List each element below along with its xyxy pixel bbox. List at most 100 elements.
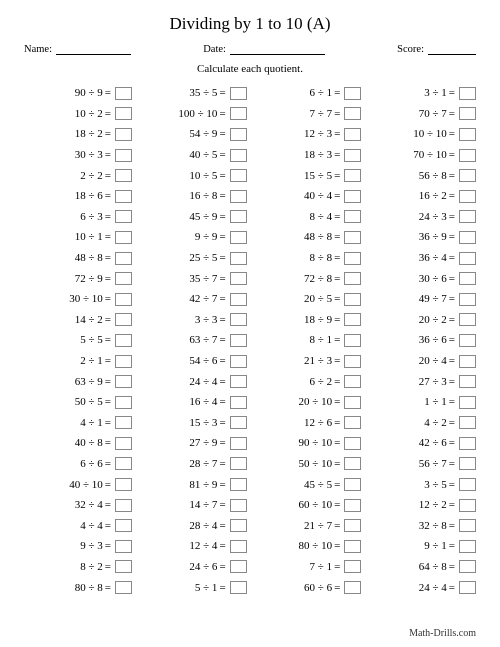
answer-box[interactable] [344, 231, 361, 244]
answer-box[interactable] [230, 190, 247, 203]
answer-box[interactable] [230, 581, 247, 594]
answer-box[interactable] [459, 128, 476, 141]
answer-box[interactable] [230, 87, 247, 100]
answer-box[interactable] [344, 478, 361, 491]
answer-box[interactable] [459, 416, 476, 429]
answer-box[interactable] [344, 293, 361, 306]
answer-box[interactable] [344, 210, 361, 223]
answer-box[interactable] [459, 375, 476, 388]
answer-box[interactable] [344, 560, 361, 573]
answer-box[interactable] [344, 128, 361, 141]
answer-box[interactable] [115, 355, 132, 368]
answer-box[interactable] [459, 231, 476, 244]
answer-box[interactable] [115, 252, 132, 265]
answer-box[interactable] [344, 87, 361, 100]
answer-box[interactable] [115, 128, 132, 141]
name-line[interactable] [56, 44, 131, 55]
answer-box[interactable] [344, 499, 361, 512]
answer-box[interactable] [230, 107, 247, 120]
answer-box[interactable] [230, 313, 247, 326]
answer-box[interactable] [459, 437, 476, 450]
answer-box[interactable] [459, 581, 476, 594]
answer-box[interactable] [230, 272, 247, 285]
answer-box[interactable] [344, 416, 361, 429]
answer-box[interactable] [230, 375, 247, 388]
answer-box[interactable] [344, 149, 361, 162]
answer-box[interactable] [344, 437, 361, 450]
answer-box[interactable] [459, 252, 476, 265]
score-line[interactable] [428, 44, 476, 55]
answer-box[interactable] [459, 457, 476, 470]
answer-box[interactable] [230, 293, 247, 306]
answer-box[interactable] [115, 293, 132, 306]
answer-box[interactable] [230, 560, 247, 573]
answer-box[interactable] [230, 519, 247, 532]
answer-box[interactable] [115, 416, 132, 429]
answer-box[interactable] [115, 210, 132, 223]
answer-box[interactable] [115, 499, 132, 512]
answer-box[interactable] [344, 107, 361, 120]
answer-box[interactable] [230, 149, 247, 162]
answer-box[interactable] [459, 560, 476, 573]
answer-box[interactable] [344, 375, 361, 388]
answer-box[interactable] [115, 87, 132, 100]
answer-box[interactable] [115, 149, 132, 162]
answer-box[interactable] [115, 437, 132, 450]
answer-box[interactable] [115, 519, 132, 532]
answer-box[interactable] [459, 210, 476, 223]
answer-box[interactable] [459, 293, 476, 306]
answer-box[interactable] [230, 457, 247, 470]
answer-box[interactable] [115, 334, 132, 347]
answer-box[interactable] [115, 313, 132, 326]
answer-box[interactable] [115, 231, 132, 244]
answer-box[interactable] [344, 519, 361, 532]
answer-box[interactable] [459, 478, 476, 491]
answer-box[interactable] [230, 437, 247, 450]
answer-box[interactable] [344, 540, 361, 553]
answer-box[interactable] [115, 375, 132, 388]
answer-box[interactable] [115, 581, 132, 594]
answer-box[interactable] [459, 87, 476, 100]
answer-box[interactable] [230, 334, 247, 347]
answer-box[interactable] [230, 478, 247, 491]
answer-box[interactable] [459, 499, 476, 512]
answer-box[interactable] [344, 190, 361, 203]
answer-box[interactable] [230, 210, 247, 223]
answer-box[interactable] [115, 190, 132, 203]
answer-box[interactable] [459, 355, 476, 368]
answer-box[interactable] [230, 128, 247, 141]
answer-box[interactable] [459, 107, 476, 120]
answer-box[interactable] [344, 396, 361, 409]
answer-box[interactable] [115, 478, 132, 491]
answer-box[interactable] [344, 457, 361, 470]
answer-box[interactable] [115, 107, 132, 120]
answer-box[interactable] [459, 272, 476, 285]
answer-box[interactable] [459, 396, 476, 409]
answer-box[interactable] [459, 519, 476, 532]
answer-box[interactable] [344, 581, 361, 594]
answer-box[interactable] [115, 272, 132, 285]
answer-box[interactable] [230, 540, 247, 553]
date-line[interactable] [230, 44, 325, 55]
answer-box[interactable] [344, 334, 361, 347]
answer-box[interactable] [230, 416, 247, 429]
answer-box[interactable] [230, 252, 247, 265]
answer-box[interactable] [459, 190, 476, 203]
answer-box[interactable] [115, 457, 132, 470]
answer-box[interactable] [344, 355, 361, 368]
answer-box[interactable] [230, 231, 247, 244]
answer-box[interactable] [230, 396, 247, 409]
answer-box[interactable] [344, 313, 361, 326]
answer-box[interactable] [115, 169, 132, 182]
answer-box[interactable] [459, 313, 476, 326]
answer-box[interactable] [230, 499, 247, 512]
answer-box[interactable] [459, 540, 476, 553]
answer-box[interactable] [344, 272, 361, 285]
answer-box[interactable] [115, 396, 132, 409]
answer-box[interactable] [344, 169, 361, 182]
answer-box[interactable] [115, 560, 132, 573]
answer-box[interactable] [230, 169, 247, 182]
answer-box[interactable] [459, 149, 476, 162]
answer-box[interactable] [459, 169, 476, 182]
answer-box[interactable] [230, 355, 247, 368]
